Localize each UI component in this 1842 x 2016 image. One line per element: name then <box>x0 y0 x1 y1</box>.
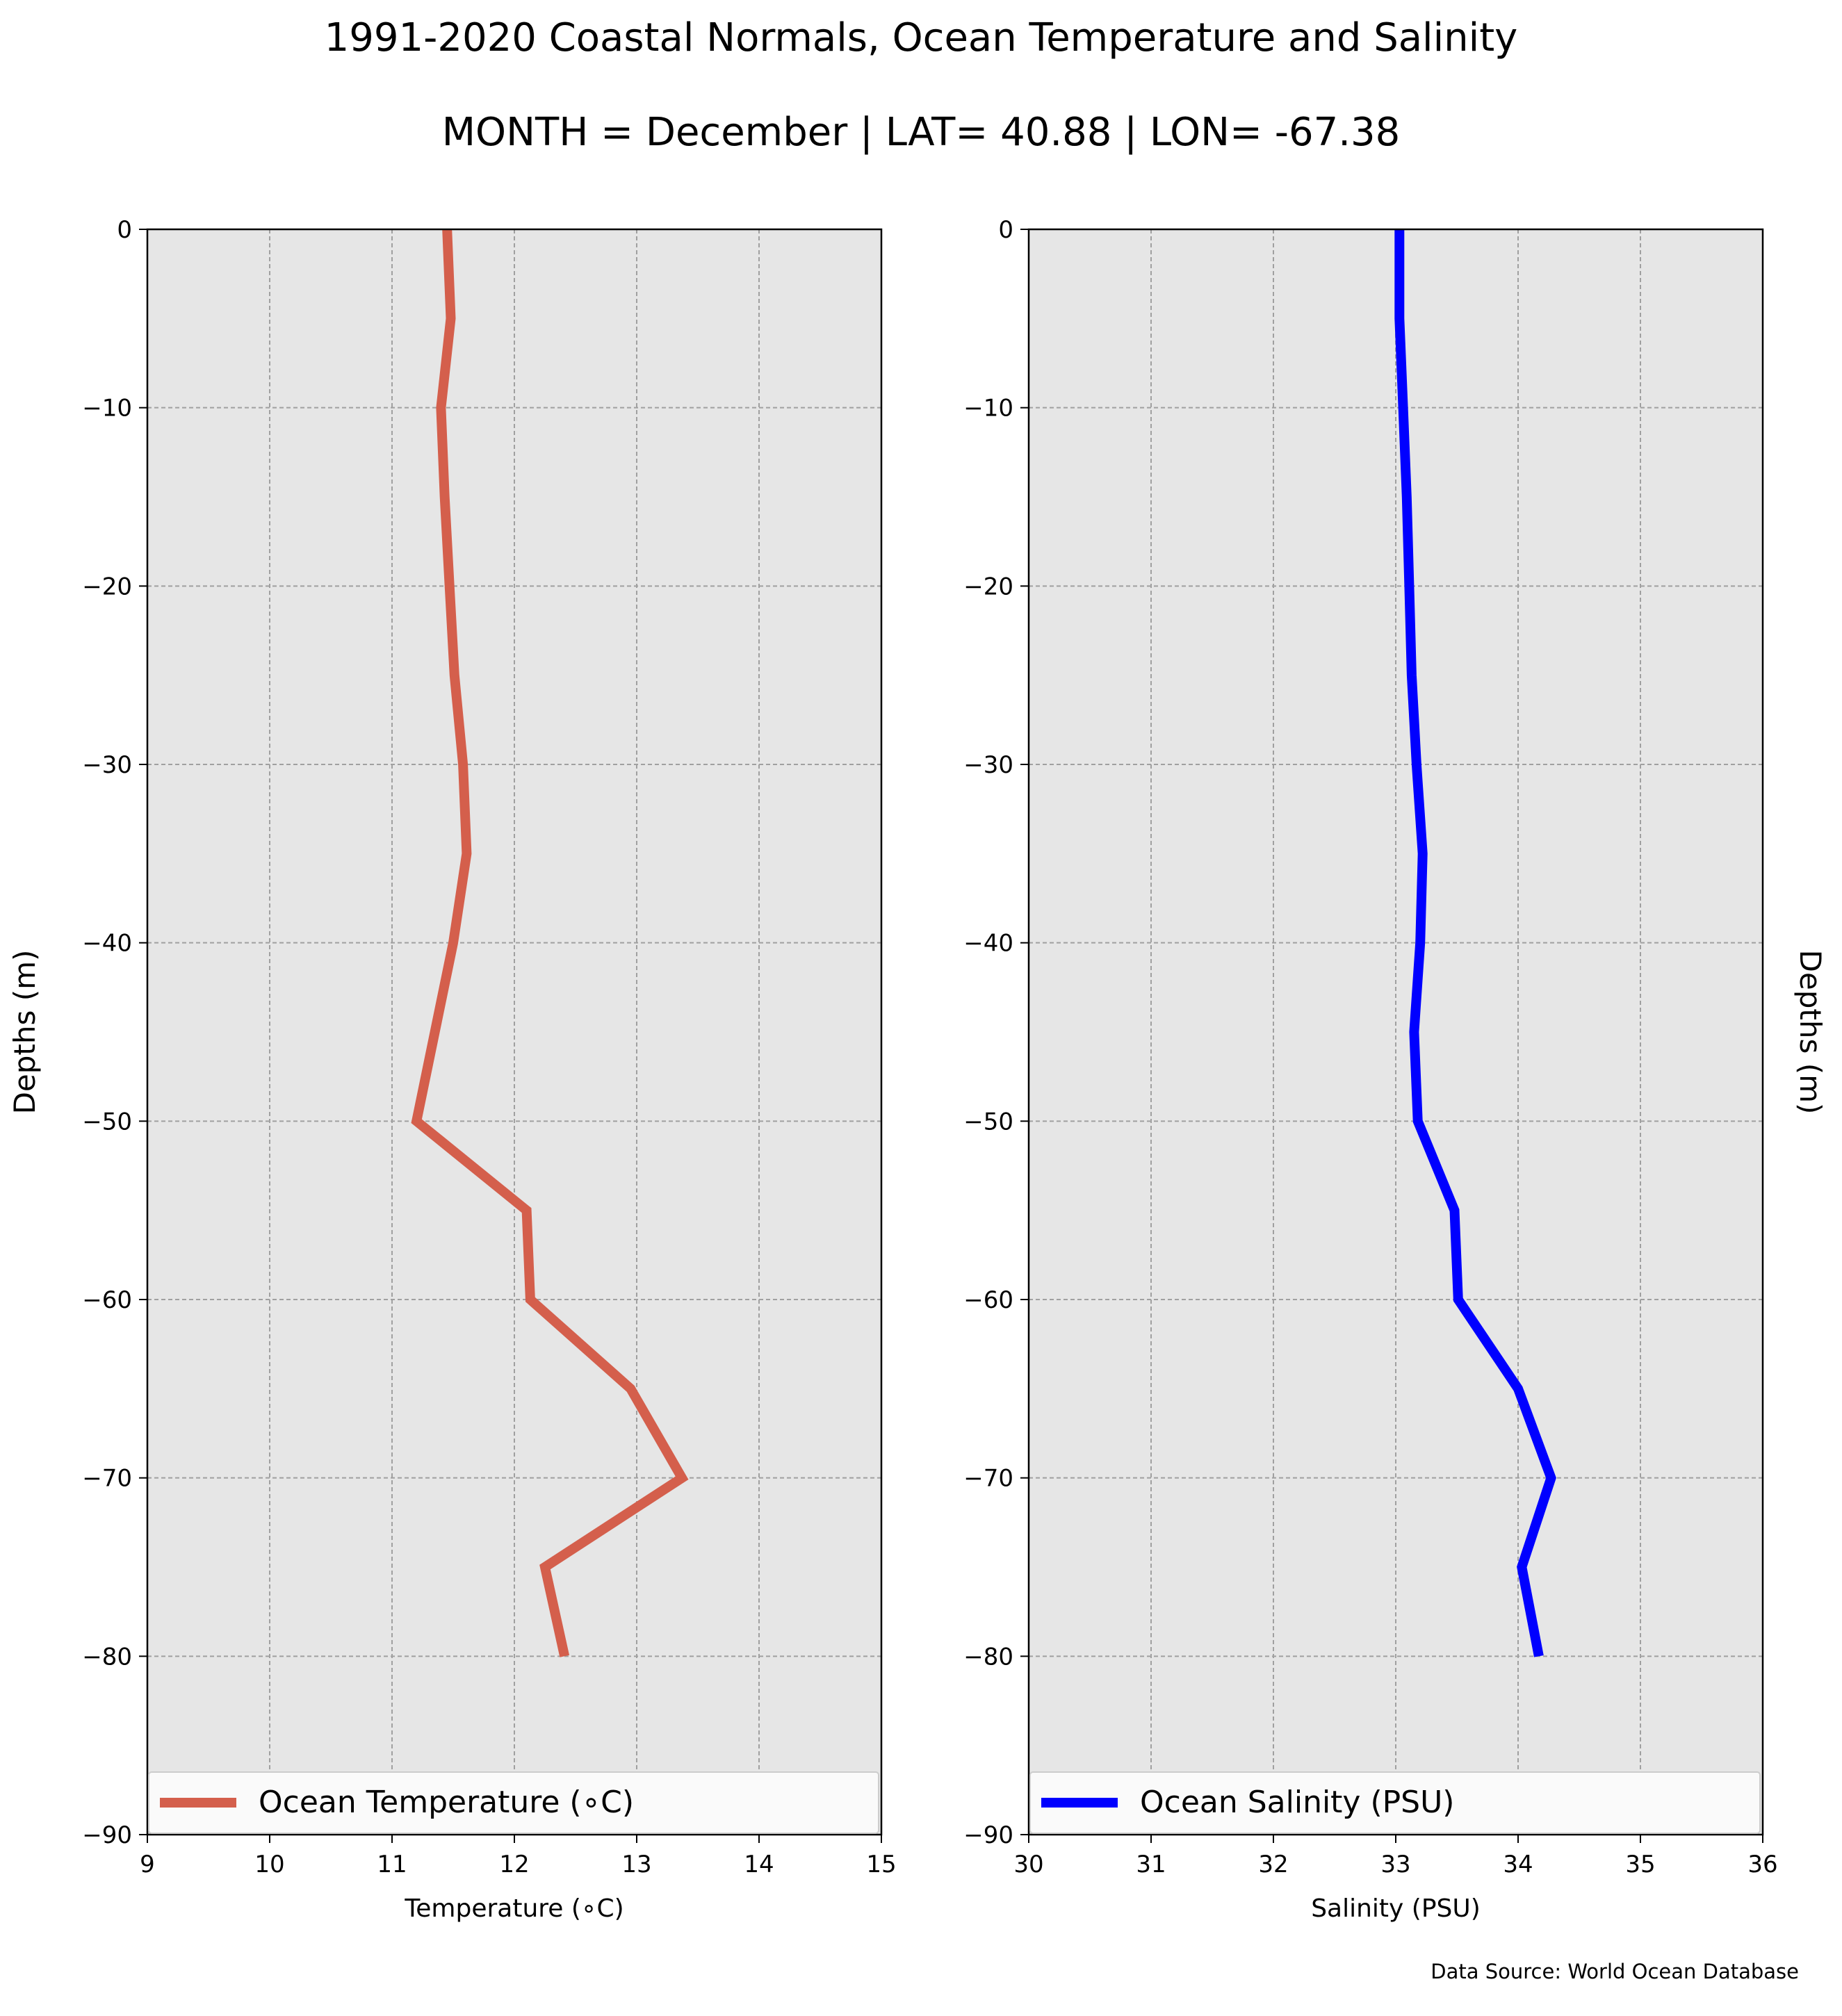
panel-salinity: 30 31 32 33 34 35 36 0 −10 −20 −30 −40 −50 −60 −70 −80 −… <box>963 216 1827 1923</box>
legend-box <box>1029 1771 1761 1834</box>
x-tick-label: 10 <box>254 1851 284 1878</box>
panel-temperature: 9 10 11 12 13 14 15 0 −10 −20 −30 −40 −50 −60 −70 −80 −9… <box>8 216 897 1923</box>
x-tick-label: 13 <box>621 1851 651 1878</box>
data-source-note: Data Source: World Ocean Database <box>1431 1960 1799 1983</box>
y-axis-label: Depths (m) <box>8 950 42 1115</box>
series-line <box>1394 229 1556 1657</box>
y-tick-label: −80 <box>82 1643 132 1671</box>
y-tick-label: −30 <box>963 751 1013 779</box>
legend-label: Ocean Salinity (PSU) <box>1140 1785 1454 1820</box>
y-tick-label: −90 <box>82 1821 132 1849</box>
x-tick-label: 11 <box>377 1851 407 1878</box>
y-tick-label: −30 <box>82 751 132 779</box>
x-tick-label: 30 <box>1013 1851 1043 1878</box>
y-tick-label: −40 <box>963 930 1013 958</box>
legend-label: Ocean Temperature (∘C) <box>259 1785 634 1820</box>
x-tick-label: 33 <box>1380 1851 1410 1878</box>
y-tick-label: −40 <box>82 930 132 958</box>
x-axis-label: Temperature (∘C) <box>404 1894 623 1923</box>
x-tick-label: 32 <box>1258 1851 1288 1878</box>
x-tick-label: 15 <box>866 1851 896 1878</box>
x-tick-label: 31 <box>1136 1851 1166 1878</box>
series-line <box>411 229 689 1657</box>
x-tick-label: 9 <box>140 1851 155 1878</box>
axes-frame <box>1027 228 1764 1836</box>
chart-title: 1991-2020 Coastal Normals, Ocean Tempera… <box>324 15 1518 60</box>
y-tick-label: −50 <box>963 1108 1013 1136</box>
y-tick-label: −20 <box>82 573 132 600</box>
x-tick-label: 14 <box>744 1851 774 1878</box>
y-tick-label: −10 <box>82 395 132 423</box>
axes-frame <box>146 228 883 1836</box>
y-tick-label: −80 <box>963 1643 1013 1671</box>
y-tick-label: 0 <box>117 216 132 244</box>
x-tick-label: 36 <box>1747 1851 1777 1878</box>
legend-box <box>148 1771 879 1834</box>
x-tick-label: 35 <box>1625 1851 1655 1878</box>
x-tick-label: 34 <box>1503 1851 1533 1878</box>
y-tick-label: −70 <box>82 1465 132 1493</box>
chart-subtitle: MONTH = December | LAT= 40.88 | LON= -67… <box>441 110 1401 155</box>
y-tick-label: −10 <box>963 395 1013 423</box>
x-tick-label: 12 <box>499 1851 529 1878</box>
y-tick-label: −50 <box>82 1108 132 1136</box>
y-tick-label: −70 <box>963 1465 1013 1493</box>
y-tick-label: −20 <box>963 573 1013 600</box>
y-tick-label: −90 <box>963 1821 1013 1849</box>
y-tick-label: −60 <box>82 1286 132 1314</box>
x-axis-label: Salinity (PSU) <box>1311 1894 1481 1923</box>
y-tick-label: −60 <box>963 1286 1013 1314</box>
y-tick-label: 0 <box>998 216 1013 244</box>
y-axis-label: Depths (m) <box>1793 950 1827 1115</box>
